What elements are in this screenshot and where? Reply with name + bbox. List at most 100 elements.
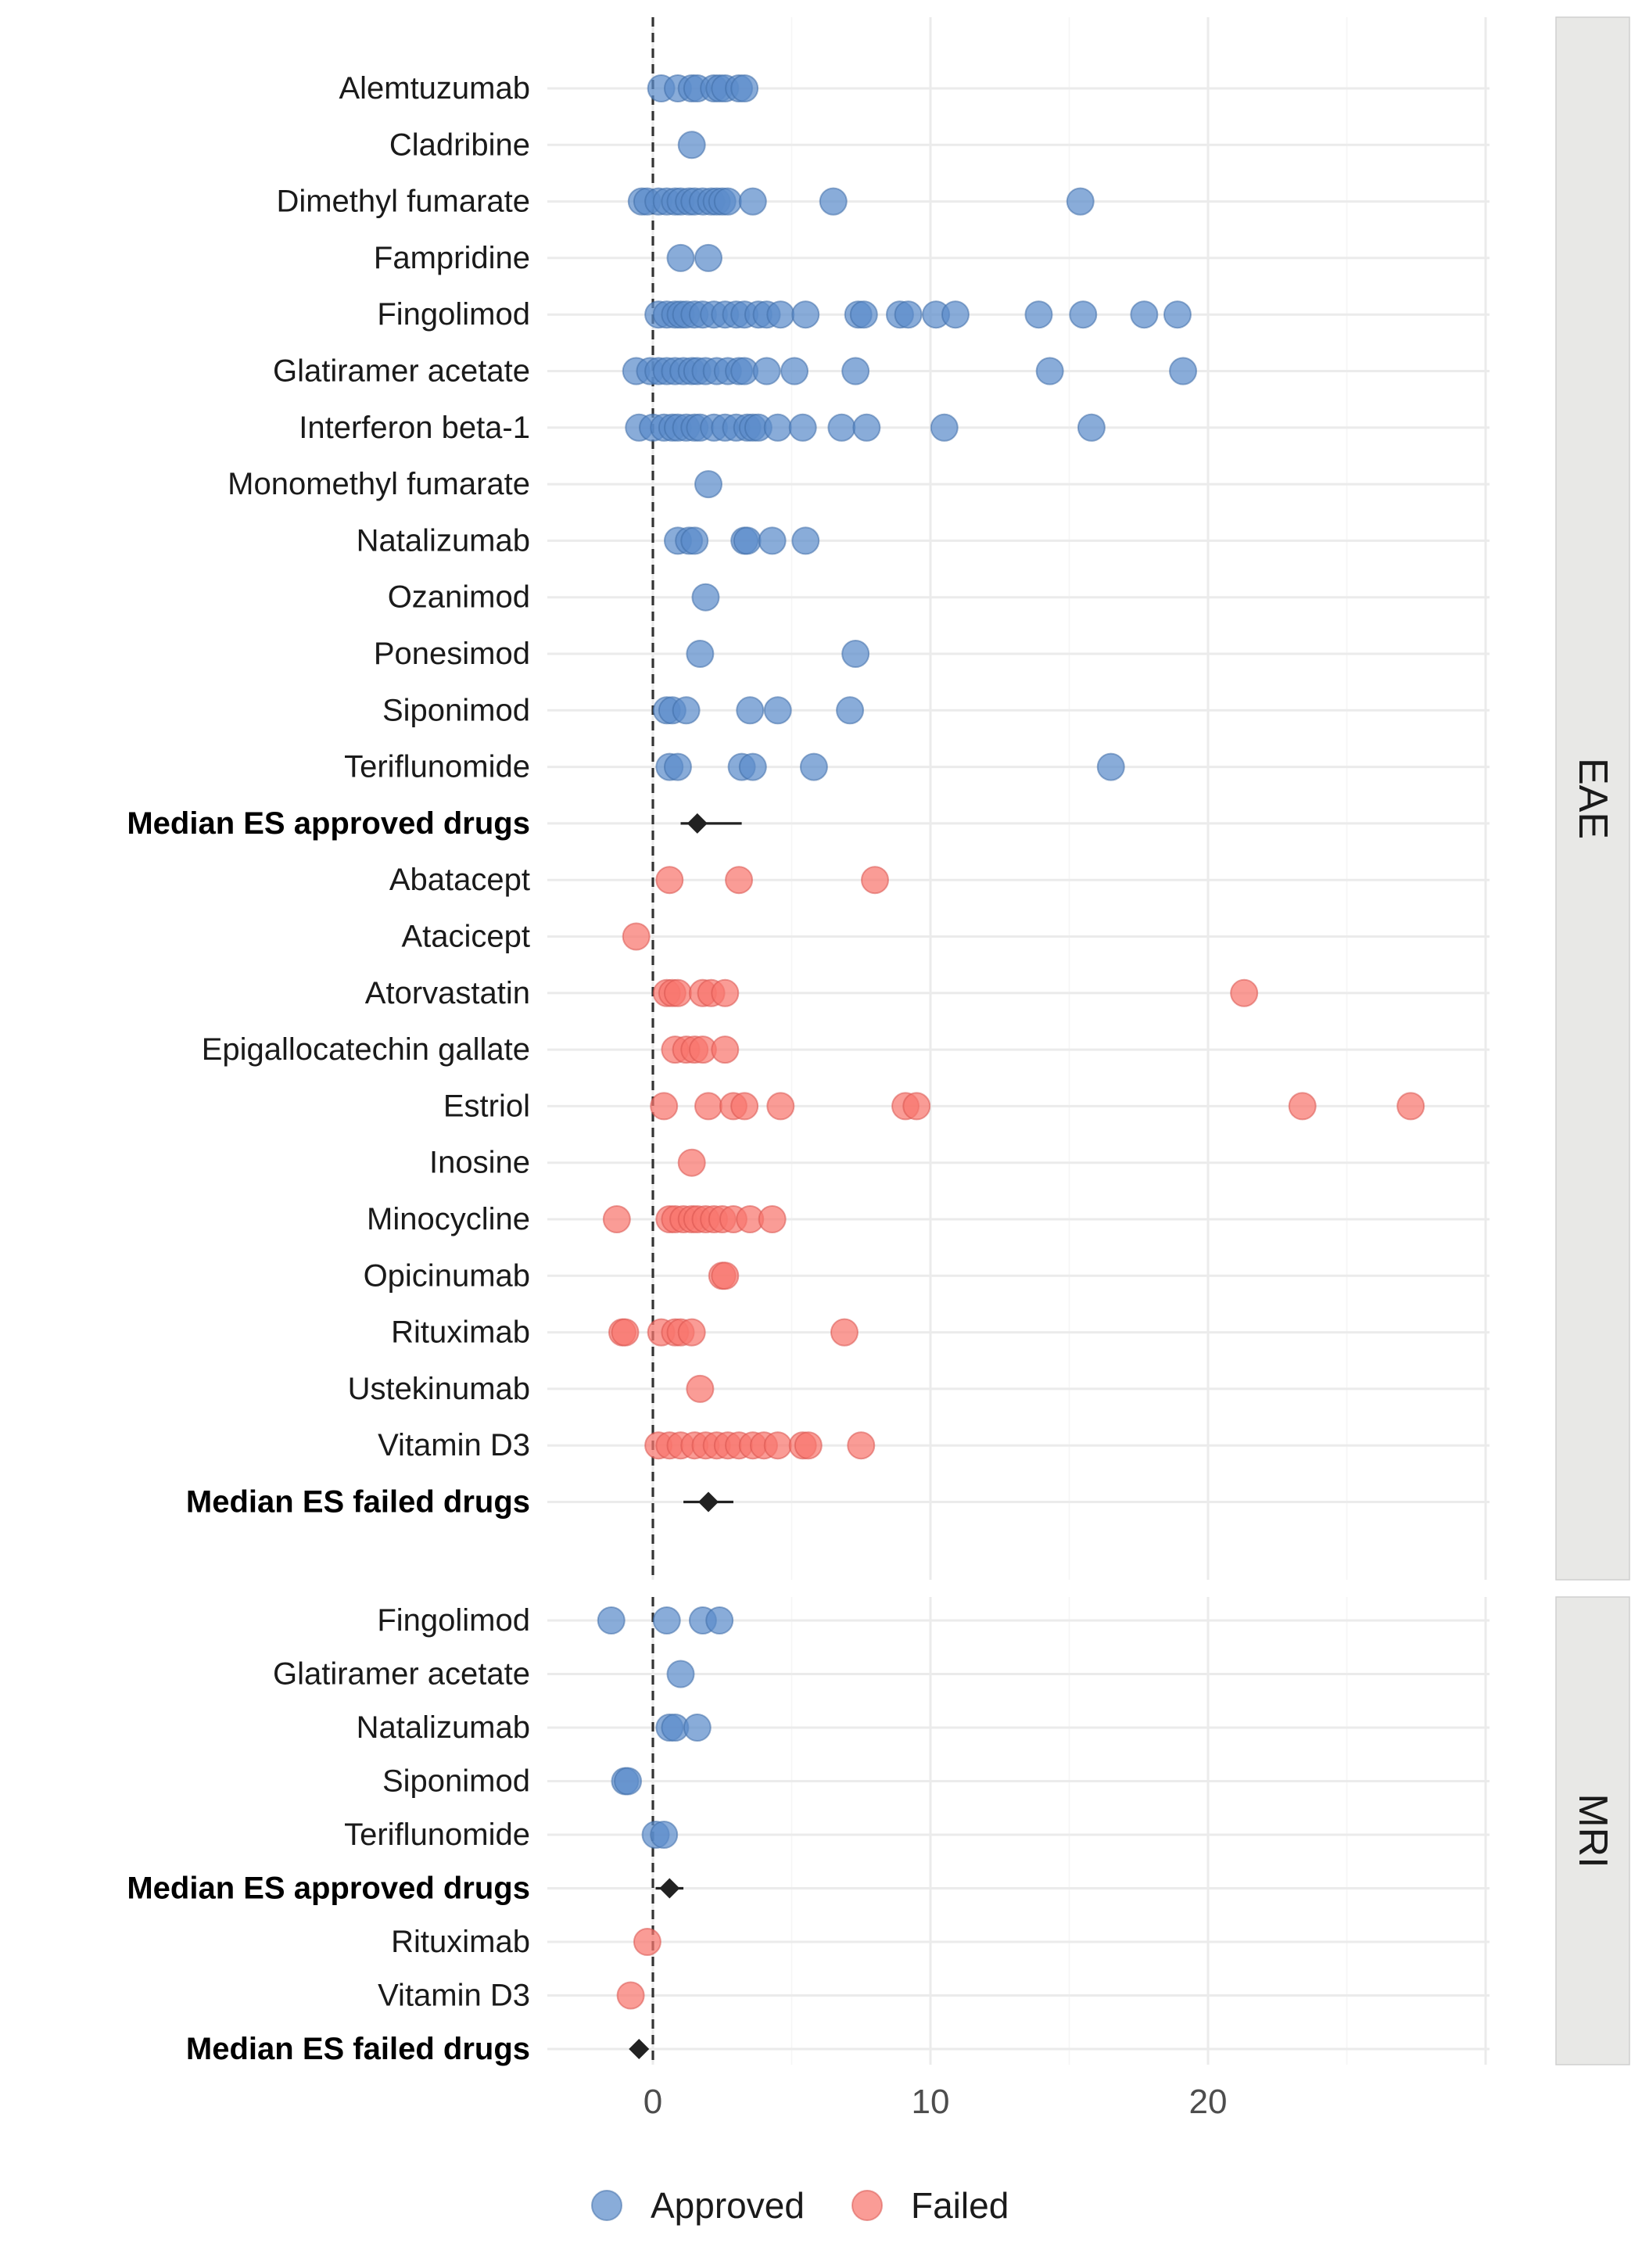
data-point-approved	[736, 696, 765, 725]
median-marker	[683, 1491, 733, 1513]
y-tick-label: Ponesimod	[374, 637, 530, 671]
data-point-approved	[672, 696, 701, 725]
data-points	[597, 1606, 734, 2059]
y-tick-label: Fingolimod	[377, 297, 530, 332]
x-tick-label: 0	[644, 2083, 662, 2121]
median-diamond	[629, 2039, 650, 2059]
data-point-approved	[1169, 357, 1198, 386]
data-point-failed	[902, 1092, 931, 1121]
y-tick-label: Ustekinumab	[348, 1372, 530, 1406]
data-point-approved	[680, 526, 709, 555]
data-point-approved	[1077, 413, 1106, 442]
y-tick-label: Median ES failed drugs	[186, 2032, 530, 2066]
data-point-approved	[1069, 300, 1098, 329]
data-point-approved	[799, 752, 828, 781]
data-point-failed	[730, 1092, 759, 1121]
median-marker	[629, 2039, 650, 2059]
data-point-failed	[766, 1092, 795, 1121]
facet-strip-label: MRI	[1570, 1793, 1615, 1868]
y-tick-label: Rituximab	[391, 1925, 530, 1959]
facet-strip-background	[1555, 16, 1630, 1581]
data-point-approved	[819, 187, 848, 216]
vertical-gridlines	[651, 17, 1487, 1580]
data-point-failed	[622, 922, 651, 951]
data-point-approved	[752, 357, 781, 386]
median-marker	[680, 813, 742, 834]
data-point-approved	[713, 187, 742, 216]
legend: Approved Failed	[591, 2185, 1009, 2226]
data-point-approved	[733, 526, 762, 555]
data-point-failed	[663, 978, 692, 1007]
y-tick-label: Rituximab	[391, 1315, 530, 1350]
data-points	[602, 74, 1425, 1513]
data-point-approved	[941, 300, 970, 329]
y-tick-label: Alemtuzumab	[339, 71, 530, 106]
panel-mri: Fingolimod Glatiramer acetate Natalizumab S…	[127, 1596, 1630, 2066]
y-tick-label: Interferon beta-1	[299, 411, 530, 445]
data-point-failed	[794, 1431, 823, 1460]
data-point-approved	[758, 526, 787, 555]
data-point-approved	[686, 640, 715, 668]
data-point-failed	[677, 1318, 706, 1347]
legend-label: Approved	[651, 2185, 805, 2226]
data-point-failed	[711, 1035, 740, 1064]
data-point-failed	[861, 866, 889, 895]
row-gridlines	[547, 87, 1490, 1503]
facet-strip-label: EAE	[1570, 758, 1615, 839]
median-diamond	[687, 813, 708, 834]
y-tick-label: Teriflunomide	[344, 1818, 530, 1852]
x-tick-label: 10	[912, 2083, 950, 2121]
y-tick-label: Ozanimod	[388, 580, 530, 615]
median-marker	[655, 1878, 684, 1899]
y-tick-label: Atacicept	[401, 920, 530, 954]
data-point-failed	[650, 1092, 679, 1121]
data-point-approved	[788, 413, 817, 442]
x-axis: 0 10 20	[644, 2083, 1228, 2121]
data-point-approved	[852, 413, 881, 442]
data-point-failed	[633, 1928, 661, 1956]
legend-swatch	[591, 2190, 622, 2221]
data-point-approved	[666, 1660, 695, 1688]
y-tick-label: Fampridine	[374, 241, 530, 275]
y-tick-label: Vitamin D3	[378, 1428, 530, 1462]
x-tick-label: 20	[1189, 2083, 1228, 2121]
y-tick-label: Vitamin D3	[378, 1979, 530, 2013]
y-tick-label: Opicinumab	[364, 1258, 530, 1293]
data-point-approved	[597, 1606, 626, 1635]
y-tick-label: Inosine	[429, 1146, 530, 1180]
data-point-failed	[830, 1318, 859, 1347]
y-tick-label: Teriflunomide	[344, 750, 530, 784]
data-point-failed	[1230, 978, 1259, 1007]
data-point-approved	[1066, 187, 1095, 216]
y-tick-label: Median ES approved drugs	[127, 1871, 530, 1906]
y-tick-label: Minocycline	[367, 1202, 530, 1236]
y-tick-label: Abatacept	[389, 863, 530, 897]
data-point-failed	[602, 1205, 631, 1233]
data-point-approved	[1024, 300, 1053, 329]
data-point-approved	[691, 583, 720, 612]
data-point-approved	[738, 187, 767, 216]
y-tick-label: Median ES failed drugs	[186, 1485, 530, 1520]
data-point-failed	[725, 866, 754, 895]
data-point-approved	[652, 1606, 681, 1635]
y-tick-label: Dimethyl fumarate	[276, 185, 530, 219]
data-point-approved	[836, 696, 865, 725]
data-point-approved	[1163, 300, 1192, 329]
data-point-approved	[694, 470, 722, 499]
data-point-failed	[655, 866, 684, 895]
facet-strip-mri: MRI	[1555, 1596, 1630, 2065]
legend-label: Failed	[911, 2185, 1009, 2226]
data-point-approved	[650, 1821, 679, 1849]
data-point-failed	[1396, 1092, 1425, 1121]
data-point-approved	[1130, 300, 1159, 329]
y-tick-label: Natalizumab	[357, 523, 530, 558]
data-point-failed	[758, 1205, 787, 1233]
y-tick-label: Estriol	[443, 1089, 530, 1123]
y-tick-label: Cladribine	[389, 127, 530, 162]
data-point-failed	[711, 978, 740, 1007]
data-point-approved	[614, 1767, 643, 1796]
data-point-failed	[711, 1261, 740, 1290]
data-point-approved	[738, 752, 767, 781]
legend-item-failed: Failed	[851, 2185, 1009, 2226]
